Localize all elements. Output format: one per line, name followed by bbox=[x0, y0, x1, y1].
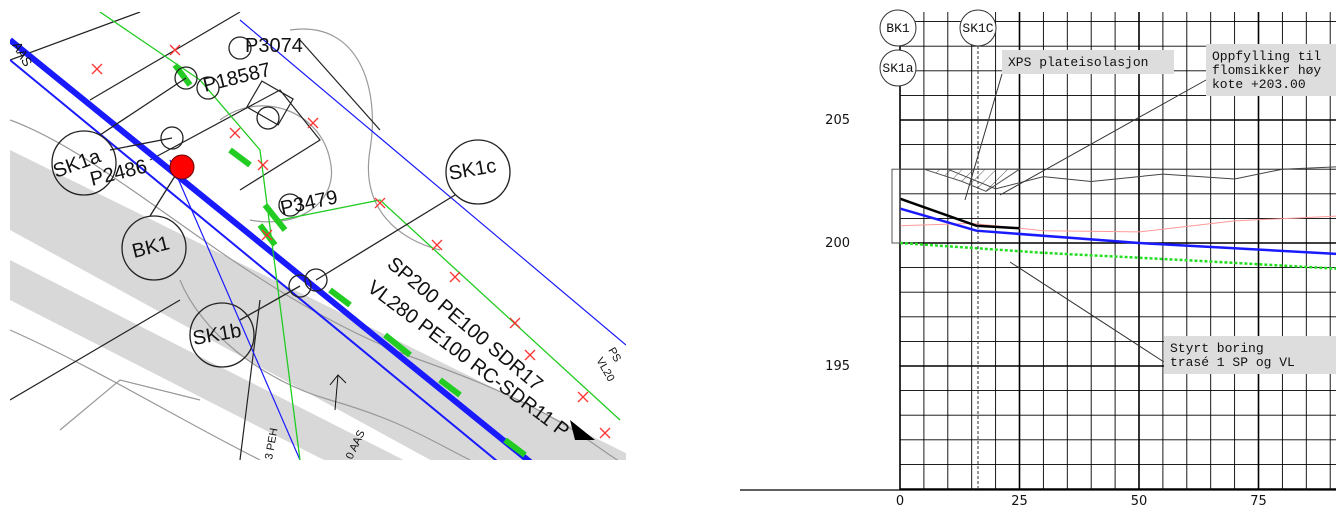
point-marker bbox=[170, 155, 194, 179]
plan-view: P3074 P18587 SK1a P2486 BK1 SK1b SK1c P3… bbox=[9, 12, 640, 509]
marker-label: SK1C bbox=[962, 21, 993, 36]
y-tick-label: 205 bbox=[825, 113, 850, 128]
label: SK1c bbox=[447, 155, 498, 185]
structure bbox=[892, 169, 900, 243]
x-tick-label: 25 bbox=[1011, 494, 1028, 509]
label: P3479 bbox=[278, 186, 339, 220]
x-tick-label: 50 bbox=[1131, 494, 1148, 509]
note-text: trasé 1 SP og VL bbox=[1170, 355, 1295, 370]
leader-line bbox=[1000, 80, 1206, 195]
profile-view: 205 200 195 0 25 50 75 BK1 SK1C SK1a XPS plateisol… bbox=[740, 10, 1336, 509]
y-tick-label: 195 bbox=[825, 359, 850, 374]
note-text: flomsikker høy bbox=[1212, 63, 1321, 78]
x-tick-label: 75 bbox=[1250, 494, 1267, 509]
label: P18587 bbox=[201, 59, 273, 97]
marker-label: SK1a bbox=[882, 61, 913, 76]
y-tick-label: 200 bbox=[825, 236, 850, 251]
marker-label: BK1 bbox=[886, 21, 910, 36]
note-text: kote +203.00 bbox=[1212, 77, 1306, 92]
page: P3074 P18587 SK1a P2486 BK1 SK1b SK1c P3… bbox=[0, 0, 1336, 509]
label: P3074 bbox=[245, 35, 303, 57]
drawing: P3074 P18587 SK1a P2486 BK1 SK1b SK1c P3… bbox=[0, 0, 1336, 509]
label: AAS bbox=[9, 39, 35, 69]
note-text: Styrt boring bbox=[1170, 341, 1264, 356]
note-text: Oppfylling til bbox=[1212, 49, 1321, 64]
note-text: XPS plateisolasjon bbox=[1008, 55, 1148, 70]
leader-line bbox=[1010, 262, 1164, 362]
label: 3 PEH bbox=[263, 427, 280, 460]
green-line bbox=[900, 243, 1336, 269]
x-tick-label: 0 bbox=[896, 494, 904, 509]
